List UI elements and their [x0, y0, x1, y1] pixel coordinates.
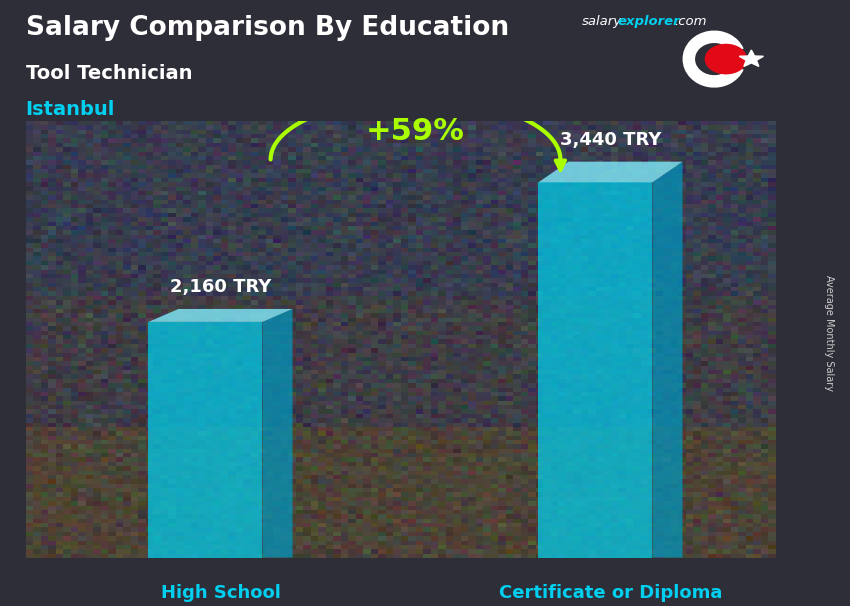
- Text: +59%: +59%: [366, 118, 465, 147]
- Text: salary: salary: [582, 15, 622, 28]
- Polygon shape: [653, 162, 683, 558]
- Text: Certificate or Diploma: Certificate or Diploma: [499, 584, 722, 602]
- Text: .com: .com: [674, 15, 706, 28]
- Text: Average Monthly Salary: Average Monthly Salary: [824, 275, 834, 391]
- Text: Istanbul: Istanbul: [26, 100, 115, 119]
- Text: High School: High School: [161, 584, 280, 602]
- Text: 3,440 TRY: 3,440 TRY: [560, 130, 661, 148]
- Bar: [149, 322, 263, 558]
- Circle shape: [706, 44, 746, 74]
- Bar: [539, 182, 653, 558]
- Polygon shape: [740, 50, 763, 67]
- Text: Salary Comparison By Education: Salary Comparison By Education: [26, 15, 508, 41]
- Text: Tool Technician: Tool Technician: [26, 64, 192, 82]
- Polygon shape: [539, 162, 683, 182]
- Text: explorer: explorer: [618, 15, 681, 28]
- Polygon shape: [149, 309, 292, 322]
- Text: 2,160 TRY: 2,160 TRY: [170, 278, 271, 296]
- Polygon shape: [263, 309, 292, 558]
